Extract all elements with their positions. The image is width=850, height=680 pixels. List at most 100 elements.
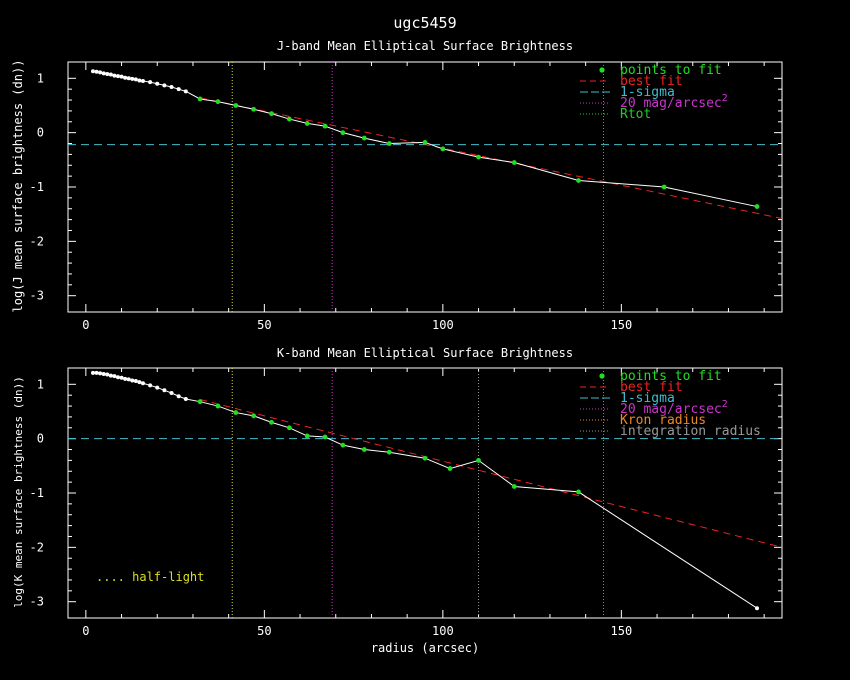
- k-fit-point: [340, 442, 346, 448]
- j-legend-swatch: [599, 67, 605, 73]
- j-fit-point: [304, 121, 310, 126]
- k-profile-point: [126, 377, 131, 382]
- k-y-tick-label: -2: [30, 540, 44, 554]
- k-profile-point: [183, 396, 188, 401]
- k-fit-point: [361, 447, 367, 452]
- j-y-tick-label: -2: [30, 234, 44, 248]
- k-x-tick-label: 0: [82, 624, 89, 638]
- k-profile-point: [123, 376, 128, 381]
- j-profile-point: [98, 70, 103, 75]
- j-best-fit-line: [199, 97, 782, 220]
- j-fit-point: [269, 111, 274, 117]
- j-fit-point: [386, 141, 392, 146]
- k-x-tick-label: 150: [611, 624, 633, 638]
- k-profile-point: [148, 383, 153, 388]
- k-legend-label: points to fit: [620, 369, 722, 384]
- k-profile-point: [98, 371, 103, 376]
- j-profile-point: [123, 75, 128, 80]
- k-fit-point: [286, 425, 292, 431]
- j-y-axis-label: log(J mean surface brightness (dn)): [11, 60, 25, 313]
- j-profile-point: [148, 80, 153, 85]
- j-profile-point: [112, 73, 117, 78]
- j-profile-point: [101, 71, 106, 76]
- j-profile-point: [140, 79, 145, 84]
- k-profile-point: [137, 380, 142, 385]
- k-fit-point: [215, 403, 221, 409]
- k-profile-point: [169, 391, 174, 395]
- k-fit-point: [269, 419, 274, 425]
- figure-title: ugc5459: [393, 14, 456, 32]
- j-plot-area: [68, 62, 782, 312]
- j-fit-point: [322, 123, 328, 129]
- k-fit-point: [233, 410, 239, 415]
- k-fit-point: [422, 455, 428, 461]
- j-fit-point: [286, 116, 292, 122]
- k-profile-point: [108, 373, 113, 378]
- j-profile-point: [183, 89, 188, 94]
- j-y-tick-label: 1: [37, 71, 44, 85]
- j-band-panel: J-band Mean Elliptical Surface Brightnes…: [11, 39, 783, 332]
- k-profile-point: [176, 394, 181, 399]
- k-legend-label: 20 mag/arcsec2: [620, 399, 728, 417]
- k-y-tick-label: 1: [37, 377, 44, 391]
- j-profile-point: [126, 76, 131, 81]
- k-band-panel: K-band Mean Elliptical Surface Brightnes…: [12, 346, 783, 638]
- j-profile-point: [133, 77, 138, 82]
- j-fit-point: [233, 103, 239, 108]
- j-fit-point: [361, 135, 367, 141]
- j-x-tick-label: 0: [82, 318, 89, 332]
- k-profile-point: [140, 381, 145, 386]
- j-profile-point: [108, 72, 113, 77]
- j-profile-point: [176, 87, 181, 92]
- k-fit-point: [251, 413, 257, 419]
- k-legend-label: 1-sigma: [620, 391, 675, 406]
- k-legend-label: best fit: [620, 380, 683, 395]
- j-fit-point: [754, 204, 760, 209]
- k-profile-point: [112, 374, 117, 379]
- j-legend-label: 1-sigma: [620, 85, 675, 100]
- j-profile-point: [155, 81, 160, 86]
- k-plot-area: [68, 368, 782, 618]
- j-x-tick-label: 150: [611, 318, 633, 332]
- half-light-label: .... half-light: [96, 570, 204, 584]
- k-legend-swatch: [599, 373, 605, 379]
- j-profile-point: [105, 71, 110, 76]
- j-fit-point: [476, 154, 481, 160]
- k-x-tick-label: 50: [257, 624, 271, 638]
- k-profile-point: [119, 375, 124, 380]
- j-fit-point: [215, 99, 221, 105]
- k-fit-point: [576, 489, 581, 495]
- j-legend-label: 20 mag/arcsec2: [620, 93, 728, 111]
- k-profile-point: [755, 606, 760, 611]
- j-profile-point: [162, 83, 167, 88]
- k-profile-point: [155, 385, 160, 390]
- j-fit-point: [422, 140, 428, 145]
- k-x-tick-label: 100: [432, 624, 454, 638]
- k-profile-point: [133, 379, 138, 384]
- j-legend-label: best fit: [620, 74, 683, 89]
- k-profile-point: [105, 372, 110, 377]
- j-x-tick-label: 50: [257, 318, 271, 332]
- j-profile-point: [137, 78, 142, 83]
- k-profile-point: [115, 375, 120, 380]
- k-profile-point: [94, 370, 99, 375]
- j-fit-point: [340, 130, 346, 136]
- k-fit-point: [476, 457, 481, 463]
- k-best-fit-line: [199, 399, 782, 548]
- j-x-tick-label: 100: [432, 318, 454, 332]
- k-fit-point: [304, 433, 310, 439]
- j-legend-label: points to fit: [620, 63, 722, 78]
- j-fit-point: [197, 96, 203, 102]
- k-fit-point: [386, 449, 392, 455]
- j-fit-point: [251, 106, 257, 112]
- j-profile-point: [115, 74, 120, 79]
- j-profile-point: [94, 69, 99, 74]
- k-legend-label: integration radius: [620, 424, 761, 439]
- k-profile-point: [130, 378, 135, 383]
- k-profile-point: [162, 388, 167, 393]
- k-y-axis-label: log(K mean surface brightness (dn)): [12, 376, 25, 608]
- k-fit-point: [447, 466, 453, 471]
- k-fit-point: [322, 434, 328, 440]
- j-profile-point: [169, 85, 174, 89]
